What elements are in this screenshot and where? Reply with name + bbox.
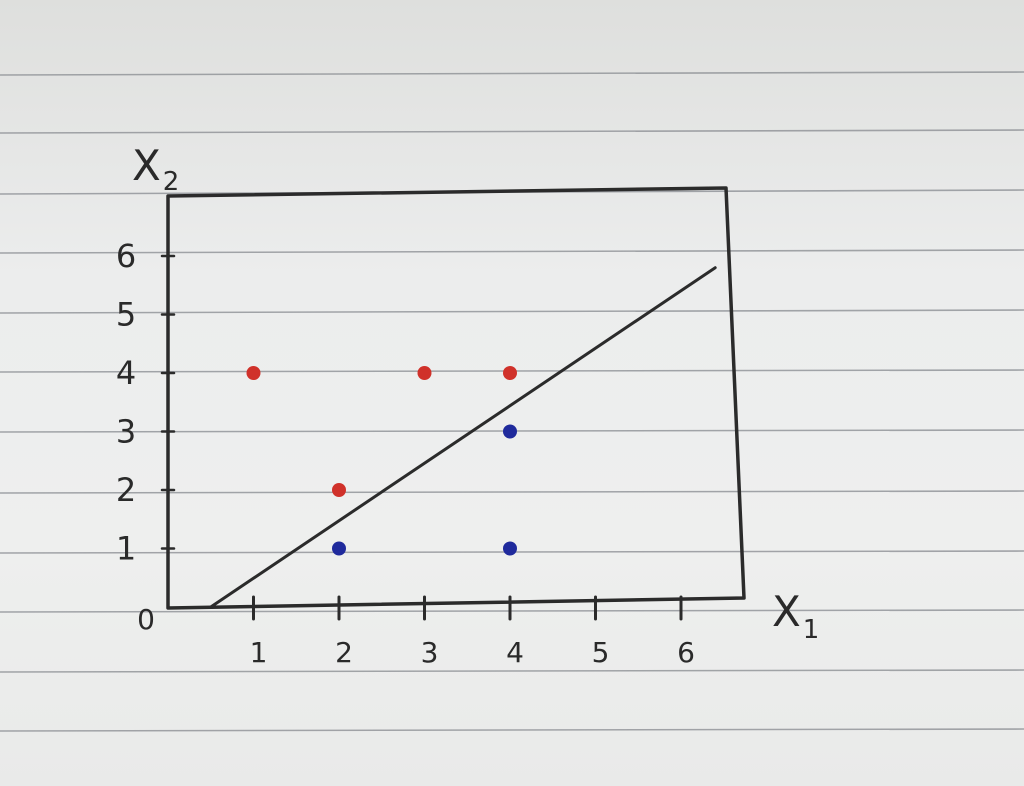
y-tick-label: 5 — [116, 296, 136, 334]
x-tick-label: 4 — [506, 636, 524, 669]
data-point — [503, 424, 517, 439]
rule-line — [0, 71, 1024, 76]
plot-frame — [166, 186, 746, 610]
y-tick-label: 4 — [116, 354, 136, 392]
rule-line — [0, 669, 1024, 673]
x-axis-ticks — [252, 595, 683, 621]
x-tick-label: 3 — [421, 636, 439, 669]
y-axis-label-subscript: 2 — [163, 167, 180, 197]
data-point — [503, 366, 517, 380]
rule-line — [0, 728, 1024, 732]
x-axis-tick-labels: 1 2 3 4 5 6 — [250, 636, 695, 669]
x-axis-label-main: X — [772, 587, 801, 636]
data-point — [332, 541, 346, 556]
data-points — [246, 366, 517, 556]
x-tick-label: 5 — [592, 636, 610, 669]
rule-line — [0, 490, 1024, 494]
y-axis-label: X2 — [132, 141, 179, 197]
decision-boundary — [209, 266, 717, 609]
origin-label: 0 — [137, 603, 155, 636]
x-tick-label: 1 — [250, 636, 268, 669]
data-point — [246, 366, 261, 380]
y-tick-label: 1 — [116, 530, 136, 568]
data-point — [503, 541, 517, 556]
rule-line — [0, 309, 1024, 314]
x-axis-label-subscript: 1 — [803, 615, 820, 645]
data-point — [332, 483, 346, 497]
data-point — [417, 366, 432, 380]
x-axis-label: X1 — [772, 587, 819, 645]
y-axis-ticks — [160, 254, 176, 550]
rule-line — [0, 249, 1024, 254]
y-tick-label: 3 — [116, 413, 136, 451]
x-tick-label: 6 — [677, 636, 695, 669]
rule-line — [0, 129, 1024, 134]
y-axis-label-main: X — [132, 141, 161, 190]
y-tick-label: 6 — [116, 237, 136, 275]
y-axis-tick-labels: 1 2 3 4 5 6 — [116, 237, 136, 568]
rule-line — [0, 609, 1024, 613]
x-tick-label: 2 — [335, 636, 353, 669]
y-tick-label: 2 — [116, 471, 136, 509]
decision-boundary-line — [209, 266, 717, 609]
